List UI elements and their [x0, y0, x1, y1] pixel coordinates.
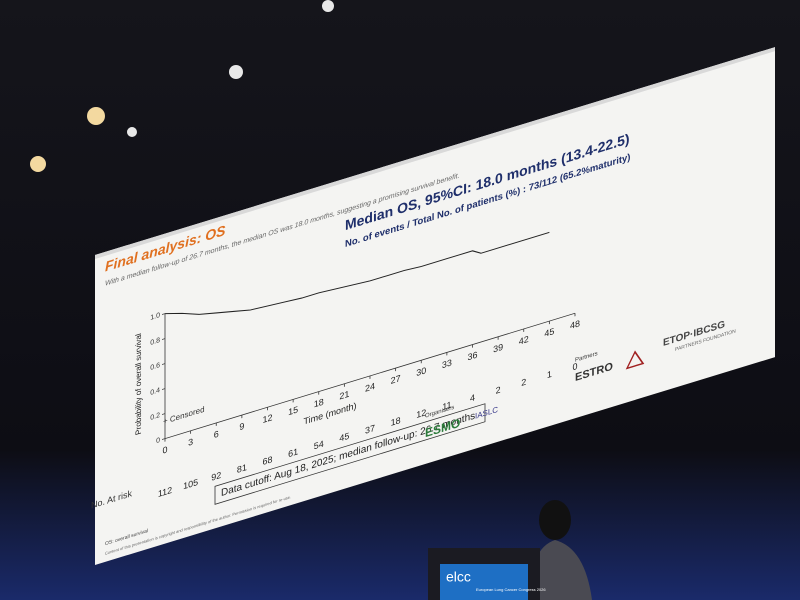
at-risk-value: 45 [339, 431, 349, 444]
stage-light [87, 107, 105, 125]
y-tick [162, 338, 165, 340]
stage-light [322, 0, 334, 12]
podium-panel [440, 564, 528, 600]
podium-logo: elcc [446, 569, 471, 585]
at-risk-value: 11 [442, 400, 451, 413]
y-tick [162, 388, 165, 390]
x-tick-label: 42 [519, 334, 529, 347]
cutoff-box [214, 403, 486, 505]
y-tick [162, 313, 165, 315]
at-risk-value: 61 [288, 446, 298, 459]
x-tick-label: 27 [391, 373, 401, 386]
at-risk-value: 4 [470, 392, 475, 403]
y-tick [162, 438, 165, 440]
slide-background [95, 47, 775, 565]
x-tick-label: 33 [442, 357, 452, 370]
at-risk-value: 112 [158, 485, 172, 499]
slide-top-bar [95, 47, 775, 259]
x-tick-label: 39 [493, 342, 503, 355]
speaker-body [528, 540, 592, 600]
at-risk-value: 2 [521, 377, 526, 388]
x-tick-label: 45 [544, 326, 554, 339]
y-tick-label: 0 [156, 436, 160, 445]
x-tick-label: 15 [288, 404, 298, 417]
y-tick [162, 413, 165, 415]
at-risk-value: 68 [262, 454, 272, 467]
y-tick-label: 1.0 [150, 311, 160, 322]
x-tick-label: 0 [162, 444, 167, 455]
at-risk-value: 37 [365, 423, 375, 436]
at-risk-value: 81 [237, 462, 247, 475]
x-tick-label: 36 [467, 350, 477, 363]
y-tick-label: 0.4 [150, 386, 160, 397]
at-risk-value: 1 [547, 369, 552, 380]
x-tick-label: 12 [262, 412, 272, 425]
x-tick-label: 30 [416, 365, 426, 378]
y-tick-label: 0.8 [150, 336, 160, 347]
partner-icon [625, 350, 645, 370]
y-axis-label: Probability of overall survival [134, 332, 143, 436]
x-tick-label: 3 [188, 437, 193, 448]
at-risk-value: 92 [211, 470, 221, 483]
at-risk-value: 18 [391, 415, 401, 428]
x-tick-label: 48 [570, 318, 580, 331]
at-risk-value: 54 [314, 439, 324, 452]
at-risk-value: 12 [416, 407, 426, 420]
speaker-head [539, 500, 571, 540]
y-tick-label: 0.6 [150, 361, 160, 372]
y-tick [162, 363, 165, 365]
stage-light [229, 65, 243, 79]
stage-light [30, 156, 46, 172]
y-tick-label: 0.2 [150, 411, 160, 422]
podium-text: European Lung Cancer Congress 2026 [476, 587, 546, 592]
speaker [528, 500, 592, 600]
x-tick-label: 24 [365, 381, 375, 394]
x-tick-label: 21 [339, 389, 349, 402]
x-tick-label: 9 [239, 421, 244, 432]
stage-light [127, 127, 137, 137]
at-risk-value: 2 [496, 385, 501, 396]
at-risk-value: 0 [572, 361, 577, 372]
at-risk-value: 105 [183, 477, 198, 491]
survival-curve [164, 231, 550, 315]
x-tick-label: 6 [214, 429, 219, 440]
x-tick-label: 18 [314, 397, 324, 410]
